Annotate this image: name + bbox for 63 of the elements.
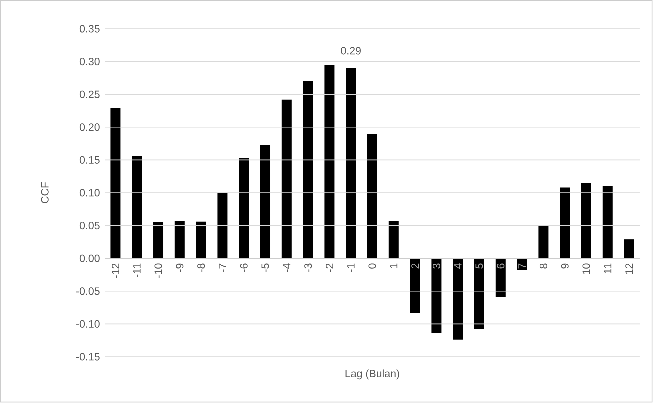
bar xyxy=(560,188,570,259)
x-tick-label: -3 xyxy=(304,264,312,272)
x-tick-label: 1 xyxy=(390,264,398,268)
bar xyxy=(432,258,442,334)
bar xyxy=(538,226,549,259)
y-tick-label: 0.25 xyxy=(80,90,100,98)
bar xyxy=(624,240,634,259)
x-tick-label: 4 xyxy=(454,264,462,269)
bar xyxy=(474,258,484,330)
x-tick-label: 9 xyxy=(561,264,569,269)
x-tick-label: -1 xyxy=(347,264,355,272)
x-tick-label: -5 xyxy=(262,264,270,272)
x-tick-label: 2 xyxy=(412,264,420,269)
y-tick-label: 0.15 xyxy=(80,156,100,164)
x-axis-title: Lag (Bulan) xyxy=(346,370,400,380)
y-tick-label: 0.10 xyxy=(80,189,100,197)
bar xyxy=(388,221,399,259)
y-tick-label: 0.20 xyxy=(80,124,100,132)
x-tick-label: 0 xyxy=(368,264,376,269)
bar xyxy=(239,158,250,259)
y-tick-label: 0.35 xyxy=(80,25,100,33)
x-tick-label: 3 xyxy=(432,264,440,269)
data-label: 0.29 xyxy=(341,47,361,55)
y-tick-label: 0.00 xyxy=(80,254,100,262)
bar xyxy=(496,258,506,298)
bar xyxy=(410,258,420,314)
x-tick-label: -12 xyxy=(112,264,120,278)
x-tick-label: 5 xyxy=(476,264,484,269)
x-tick-label: -9 xyxy=(176,264,184,272)
bar xyxy=(196,222,206,259)
bar xyxy=(453,258,464,340)
x-tick-label: 8 xyxy=(540,264,548,269)
bar xyxy=(346,68,356,259)
bar xyxy=(110,108,121,259)
y-tick-label: -0.10 xyxy=(76,320,100,328)
x-tick-label: -8 xyxy=(198,264,206,272)
x-tick-label: -7 xyxy=(219,264,226,272)
x-tick-label: -10 xyxy=(154,264,162,278)
y-tick-label: 0.30 xyxy=(80,58,100,66)
y-axis-title: CCF xyxy=(41,182,49,204)
x-tick-label: 6 xyxy=(497,264,505,269)
x-tick-label: -11 xyxy=(133,264,141,278)
bar xyxy=(581,183,592,259)
x-tick-label: -2 xyxy=(326,264,334,272)
x-tick-label: 12 xyxy=(626,264,634,274)
bar xyxy=(154,222,164,259)
bar xyxy=(218,192,228,259)
x-tick-label: 11 xyxy=(604,264,612,274)
bar xyxy=(174,221,185,259)
x-tick-label: 7 xyxy=(518,264,526,269)
bar xyxy=(324,65,335,259)
bar xyxy=(132,156,142,259)
y-tick-label: -0.05 xyxy=(76,288,100,296)
x-tick-label: -4 xyxy=(283,264,291,272)
bar xyxy=(602,186,613,259)
y-tick-label: 0.05 xyxy=(80,222,100,230)
bar xyxy=(303,81,314,259)
bar xyxy=(368,134,378,259)
bar xyxy=(260,145,270,259)
bar xyxy=(282,100,292,259)
x-tick-label: 10 xyxy=(582,264,590,274)
x-tick-label: -6 xyxy=(240,264,248,272)
y-tick-label: -0.15 xyxy=(76,353,100,361)
